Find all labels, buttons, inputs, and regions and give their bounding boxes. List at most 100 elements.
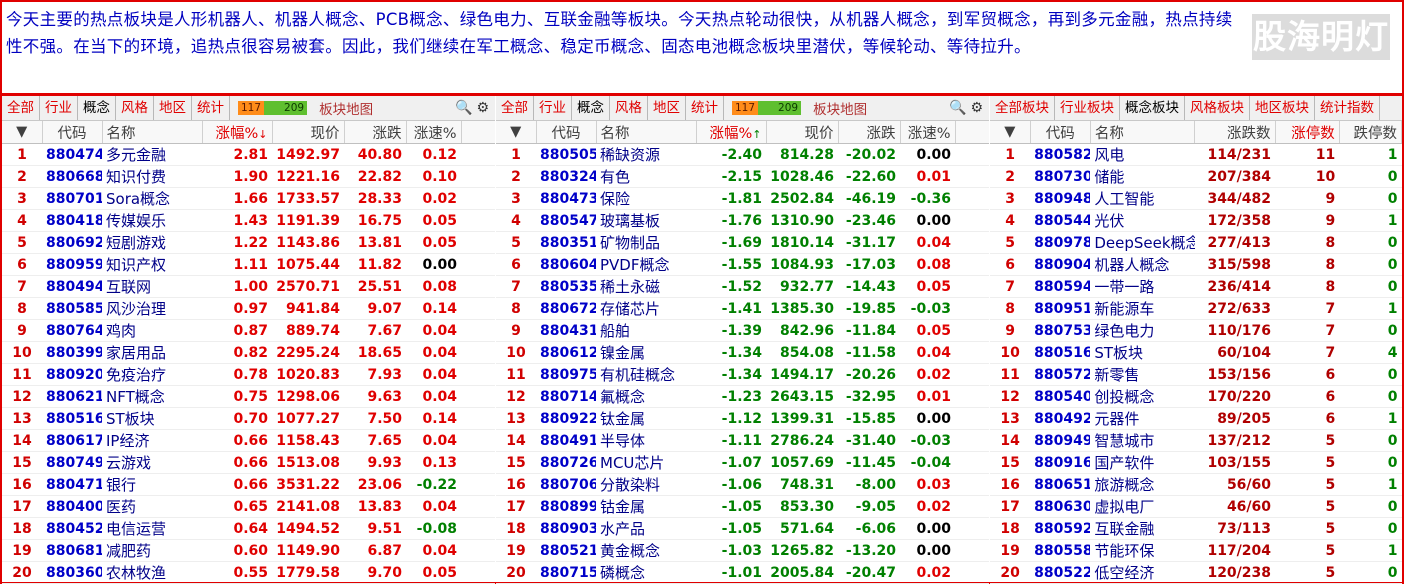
col-limit-down-count[interactable]: 跌停数: [1339, 121, 1402, 144]
table-row[interactable]: 4 880547 玻璃基板 -1.76 1310.90 -23.46 0.00: [496, 209, 989, 232]
col-speed[interactable]: 涨速%: [900, 121, 956, 144]
table-row[interactable]: 14 880949 智慧城市 137/212 5 0: [990, 429, 1402, 452]
tab-stats[interactable]: 统计: [192, 96, 230, 120]
table-row[interactable]: 9 880764 鸡肉 0.87 889.74 7.67 0.04: [2, 319, 495, 342]
table-row[interactable]: 8 880672 存储芯片 -1.41 1385.30 -19.85 -0.03: [496, 297, 989, 320]
table-row[interactable]: 3 880473 保险 -1.81 2502.84 -46.19 -0.36: [496, 187, 989, 210]
table-row[interactable]: 16 880651 旅游概念 56/60 5 1: [990, 473, 1402, 496]
table-row[interactable]: 11 880572 新零售 153/156 6 0: [990, 363, 1402, 386]
table-row[interactable]: 14 880617 IP经济 0.66 1158.43 7.65 0.04: [2, 429, 495, 452]
table-row[interactable]: 17 880899 钴金属 -1.05 853.30 -9.05 0.02: [496, 495, 989, 518]
tab-style[interactable]: 风格: [116, 96, 154, 120]
table-row[interactable]: 15 880916 国产软件 103/155 5 0: [990, 451, 1402, 474]
table-row[interactable]: 4 880544 光伏 172/358 9 1: [990, 209, 1402, 232]
col-price[interactable]: 现价: [766, 121, 839, 144]
table-row[interactable]: 14 880491 半导体 -1.11 2786.24 -31.40 -0.03: [496, 429, 989, 452]
table-row[interactable]: 15 880726 MCU芯片 -1.07 1057.69 -11.45 -0.04: [496, 451, 989, 474]
table-row[interactable]: 13 880492 元器件 89/205 6 1: [990, 407, 1402, 430]
tab-region[interactable]: 地区: [648, 96, 686, 120]
table-row[interactable]: 9 880431 船舶 -1.39 842.96 -11.84 0.05: [496, 319, 989, 342]
table-row[interactable]: 3 880948 人工智能 344/482 9 0: [990, 187, 1402, 210]
table-row[interactable]: 15 880749 云游戏 0.66 1513.08 9.93 0.13: [2, 451, 495, 474]
table-row[interactable]: 18 880903 水产品 -1.05 571.64 -6.06 0.00: [496, 517, 989, 540]
table-row[interactable]: 20 880360 农林牧渔 0.55 1779.58 9.70 0.05: [2, 561, 495, 584]
gear-icon[interactable]: ⚙: [476, 100, 489, 116]
table-row[interactable]: 16 880706 分散染料 -1.06 748.31 -8.00 0.03: [496, 473, 989, 496]
table-row[interactable]: 7 880494 互联网 1.00 2570.71 25.51 0.08: [2, 275, 495, 298]
tab-all[interactable]: 全部: [496, 96, 534, 120]
search-icon[interactable]: 🔍: [949, 100, 967, 116]
table-row[interactable]: 5 880351 矿物制品 -1.69 1810.14 -31.17 0.04: [496, 231, 989, 254]
table-row[interactable]: 19 880681 减肥药 0.60 1149.90 6.87 0.04: [2, 539, 495, 562]
table-row[interactable]: 7 880535 稀土永磁 -1.52 932.77 -14.43 0.05: [496, 275, 989, 298]
table-row[interactable]: 12 880621 NFT概念 0.75 1298.06 9.63 0.04: [2, 385, 495, 408]
table-row[interactable]: 17 880630 虚拟电厂 46/60 5 0: [990, 495, 1402, 518]
col-code[interactable]: 代码: [42, 121, 103, 144]
table-row[interactable]: 19 880521 黄金概念 -1.03 1265.82 -13.20 0.00: [496, 539, 989, 562]
table-row[interactable]: 9 880753 绿色电力 110/176 7 0: [990, 319, 1402, 342]
table-row[interactable]: 12 880540 创投概念 170/220 6 0: [990, 385, 1402, 408]
tab-all[interactable]: 全部: [2, 96, 40, 120]
tab-concept[interactable]: 概念: [78, 96, 116, 120]
col-up-down-count[interactable]: 涨跌数: [1194, 121, 1276, 144]
table-row[interactable]: 7 880594 一带一路 236/414 8 0: [990, 275, 1402, 298]
tab-stats-index[interactable]: 统计指数: [1315, 96, 1380, 120]
table-row[interactable]: 2 880324 有色 -2.15 1028.46 -22.60 0.01: [496, 165, 989, 188]
table-row[interactable]: 1 880474 多元金融 2.81 1492.97 40.80 0.12: [2, 143, 495, 166]
table-row[interactable]: 10 880399 家居用品 0.82 2295.24 18.65 0.04: [2, 341, 495, 364]
tab-concept[interactable]: 概念: [572, 96, 610, 120]
table-row[interactable]: 10 880516 ST板块 60/104 7 4: [990, 341, 1402, 364]
tab-region[interactable]: 地区: [154, 96, 192, 120]
col-code[interactable]: 代码: [536, 121, 597, 144]
search-icon[interactable]: 🔍: [455, 100, 473, 116]
table-row[interactable]: 13 880516 ST板块 0.70 1077.27 7.50 0.14: [2, 407, 495, 430]
col-change-pct[interactable]: 涨幅%↓: [202, 121, 273, 144]
table-row[interactable]: 2 880668 知识付费 1.90 1221.16 22.82 0.10: [2, 165, 495, 188]
sector-map-link[interactable]: 板块地图: [319, 102, 374, 118]
table-row[interactable]: 6 880904 机器人概念 315/598 8 0: [990, 253, 1402, 276]
table-row[interactable]: 16 880471 银行 0.66 3531.22 23.06 -0.22: [2, 473, 495, 496]
table-row[interactable]: 6 880959 知识产权 1.11 1075.44 11.82 0.00: [2, 253, 495, 276]
table-row[interactable]: 20 880522 低空经济 120/238 5 0: [990, 561, 1402, 584]
col-name[interactable]: 名称: [596, 121, 697, 144]
table-row[interactable]: 11 880920 免疫治疗 0.78 1020.83 7.93 0.04: [2, 363, 495, 386]
table-row[interactable]: 19 880558 节能环保 117/204 5 1: [990, 539, 1402, 562]
table-row[interactable]: 3 880701 Sora概念 1.66 1733.57 28.33 0.02: [2, 187, 495, 210]
tab-concept-sectors[interactable]: 概念板块: [1120, 96, 1185, 120]
col-change[interactable]: 涨跌: [344, 121, 407, 144]
table-row[interactable]: 12 880714 氟概念 -1.23 2643.15 -32.95 0.01: [496, 385, 989, 408]
tab-stats[interactable]: 统计: [686, 96, 724, 120]
table-row[interactable]: 20 880715 磷概念 -1.01 2005.84 -20.47 0.02: [496, 561, 989, 584]
sector-map-link[interactable]: 板块地图: [813, 102, 868, 118]
tab-industry-sectors[interactable]: 行业板块: [1055, 96, 1120, 120]
col-limit-up-count[interactable]: 涨停数: [1275, 121, 1340, 144]
tab-industry[interactable]: 行业: [40, 96, 78, 120]
table-row[interactable]: 17 880400 医药 0.65 2141.08 13.83 0.04: [2, 495, 495, 518]
col-name[interactable]: 名称: [102, 121, 203, 144]
table-row[interactable]: 11 880975 有机硅概念 -1.34 1494.17 -20.26 0.02: [496, 363, 989, 386]
table-row[interactable]: 13 880922 钛金属 -1.12 1399.31 -15.85 0.00: [496, 407, 989, 430]
col-change[interactable]: 涨跌: [838, 121, 901, 144]
table-row[interactable]: 10 880612 镍金属 -1.34 854.08 -11.58 0.04: [496, 341, 989, 364]
tab-industry[interactable]: 行业: [534, 96, 572, 120]
gear-icon[interactable]: ⚙: [970, 100, 983, 116]
table-row[interactable]: 8 880585 风沙治理 0.97 941.84 9.07 0.14: [2, 297, 495, 320]
tab-style[interactable]: 风格: [610, 96, 648, 120]
col-change-pct[interactable]: 涨幅%↑: [696, 121, 767, 144]
tab-style-sectors[interactable]: 风格板块: [1185, 96, 1250, 120]
table-row[interactable]: 5 880978 DeepSeek概念 277/413 8 0: [990, 231, 1402, 254]
col-speed[interactable]: 涨速%: [406, 121, 462, 144]
table-row[interactable]: 2 880730 储能 207/384 10 0: [990, 165, 1402, 188]
table-row[interactable]: 18 880452 电信运营 0.64 1494.52 9.51 -0.08: [2, 517, 495, 540]
tab-all-sectors[interactable]: 全部板块: [990, 96, 1055, 120]
table-row[interactable]: 6 880604 PVDF概念 -1.55 1084.93 -17.03 0.08: [496, 253, 989, 276]
col-price[interactable]: 现价: [272, 121, 345, 144]
table-row[interactable]: 8 880951 新能源车 272/633 7 1: [990, 297, 1402, 320]
table-row[interactable]: 1 880505 稀缺资源 -2.40 814.28 -20.02 0.00: [496, 143, 989, 166]
col-code[interactable]: 代码: [1030, 121, 1091, 144]
table-row[interactable]: 1 880582 风电 114/231 11 1: [990, 143, 1402, 166]
table-row[interactable]: 18 880592 互联金融 73/113 5 0: [990, 517, 1402, 540]
table-row[interactable]: 5 880692 短剧游戏 1.22 1143.86 13.81 0.05: [2, 231, 495, 254]
col-name[interactable]: 名称: [1090, 121, 1196, 144]
table-row[interactable]: 4 880418 传媒娱乐 1.43 1191.39 16.75 0.05: [2, 209, 495, 232]
